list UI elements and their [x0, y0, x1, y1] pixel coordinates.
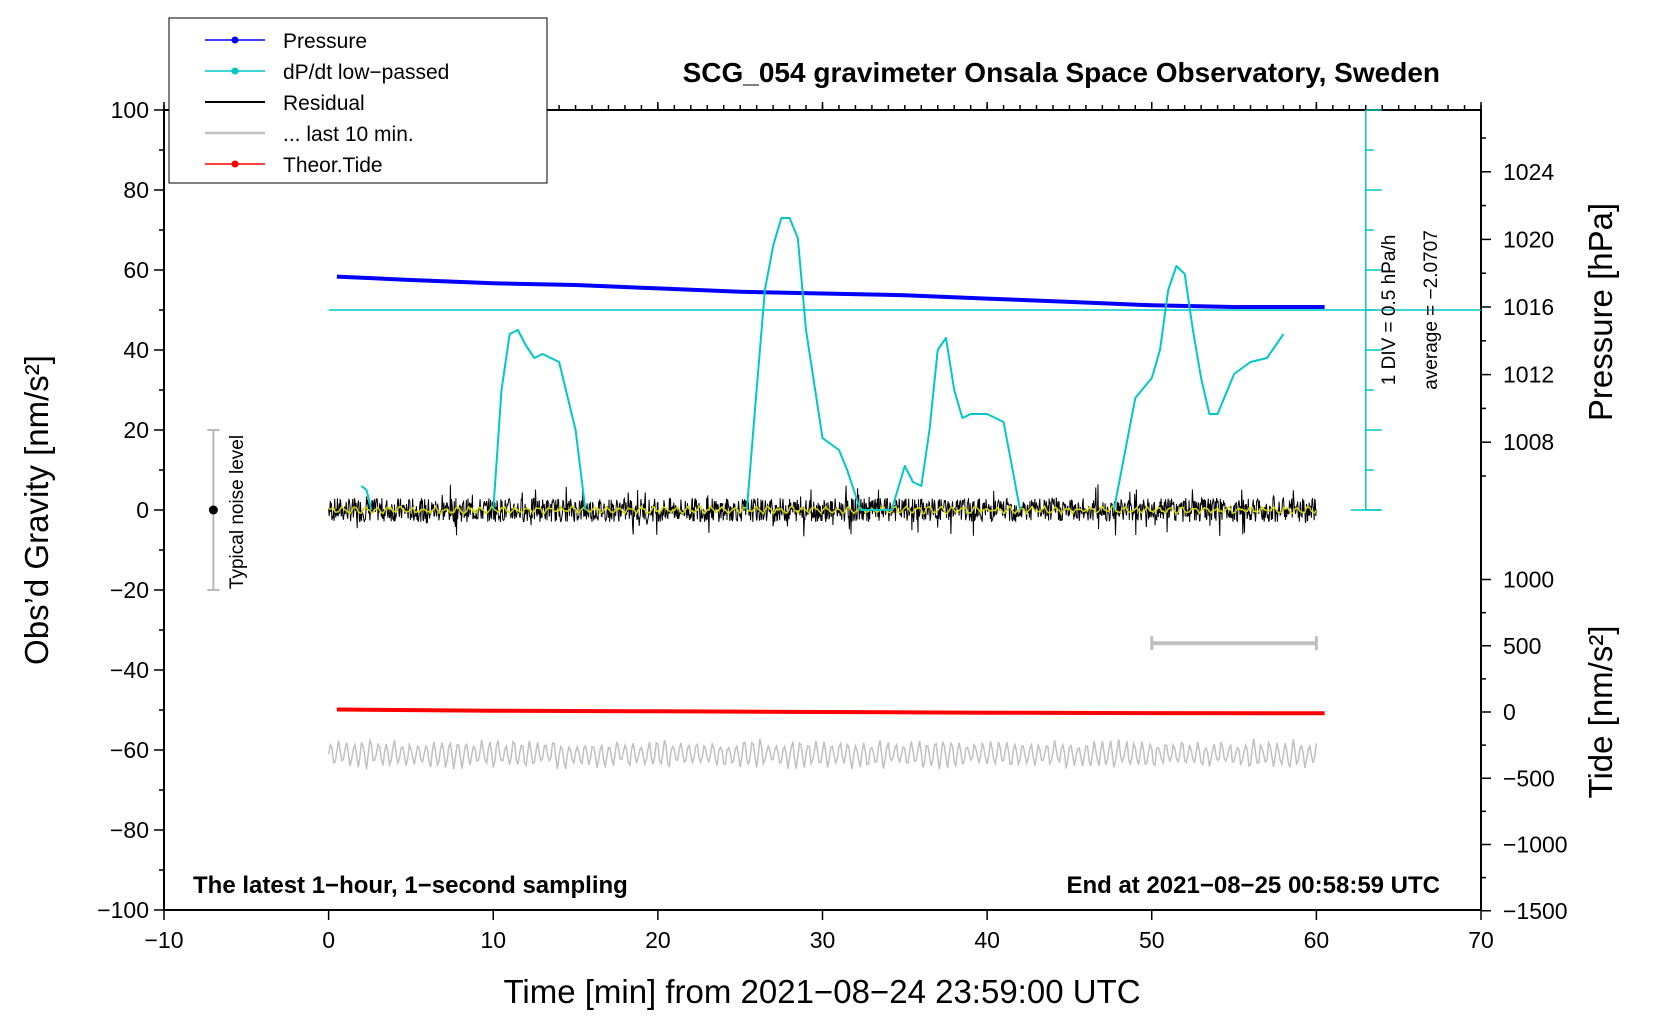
tide-line — [336, 707, 1325, 716]
legend-label: dP/dt low−passed — [283, 61, 449, 84]
y-tick-label: 20 — [123, 417, 149, 443]
pressure-tick-label: 1012 — [1503, 362, 1554, 388]
x-tick-label: 30 — [810, 927, 836, 953]
pressure-tick-label: 1024 — [1503, 159, 1554, 185]
pressure-line — [336, 274, 1325, 309]
x-axis-label: Time [min] from 2021−08−24 23:59:00 UTC — [503, 973, 1140, 1010]
end-time-note: End at 2021−08−25 00:58:59 UTC — [1066, 872, 1440, 899]
tide-axis-label: Tide [nm/s²] — [1582, 626, 1619, 799]
y-axis-label: Obs’d Gravity [nm/s²] — [18, 355, 55, 665]
dpdt-line — [492, 329, 587, 511]
axis-ticks: −10 0 10 20 30 40 50 60 70−100−80−60−40−20020406… — [97, 97, 1567, 953]
x-tick-label: 70 — [1468, 927, 1494, 953]
y-tick-label: 80 — [123, 177, 149, 203]
y-tick-label: −60 — [110, 737, 149, 763]
average-label: average = −2.0707 — [1421, 230, 1442, 390]
y-tick-label: 40 — [123, 337, 149, 363]
legend-label: Residual — [283, 92, 365, 115]
tide-tick-label: −1500 — [1503, 898, 1568, 924]
legend-label: Pressure — [283, 30, 367, 53]
y-tick-label: −40 — [110, 657, 149, 683]
y-tick-label: −80 — [110, 817, 149, 843]
pressure-axis-label: Pressure [hPa] — [1582, 203, 1619, 421]
legend-box — [168, 17, 548, 184]
pressure-tick-label: 1016 — [1503, 294, 1554, 320]
legend-label: ... last 10 min. — [283, 123, 414, 146]
legend: Pressure dP/dt low−passed Residual ... l… — [168, 17, 548, 184]
y-tick-label: 60 — [123, 257, 149, 283]
dpdt-line — [745, 217, 1022, 511]
legend-entry-pressure: Pressure — [205, 30, 367, 53]
legend-entry-last10: ... last 10 min. — [205, 123, 414, 146]
legend-entry-tide: Theor.Tide — [205, 154, 383, 177]
chart-title: SCG_054 gravimeter Onsala Space Observat… — [683, 57, 1440, 88]
y-tick-label: −20 — [110, 577, 149, 603]
y-tick-label: 0 — [136, 497, 149, 523]
sampling-note: The latest 1−hour, 1−second sampling — [193, 872, 628, 899]
legend-entry-dpdt: dP/dt low−passed — [205, 61, 449, 84]
noise-point — [208, 505, 218, 515]
noise-level-label: Typical noise level — [227, 435, 248, 589]
tide-tick-label: −1000 — [1503, 832, 1568, 858]
dpdt-line — [360, 485, 373, 511]
tide-tick-label: −500 — [1503, 765, 1555, 791]
div-scale-label: 1 DIV = 0.5 hPa/h — [1379, 235, 1400, 386]
last10-line — [327, 737, 1318, 770]
legend-label: Theor.Tide — [283, 154, 383, 177]
legend-entry-residual: Residual — [205, 92, 365, 115]
pressure-tick-label: 1008 — [1503, 429, 1554, 455]
x-tick-label: 0 — [322, 927, 335, 953]
x-tick-label: 50 — [1139, 927, 1165, 953]
x-tick-label: 20 — [645, 927, 671, 953]
dpdt-line — [1112, 265, 1285, 511]
tide-tick-label: 0 — [1503, 699, 1516, 725]
y-tick-label: −100 — [97, 897, 149, 923]
pressure-tick-label: 1020 — [1503, 226, 1554, 252]
y-tick-label: 100 — [111, 97, 149, 123]
x-tick-label: −10 — [144, 927, 183, 953]
series-layer — [207, 109, 1481, 770]
x-tick-label: 10 — [480, 927, 506, 953]
tide-tick-label: 500 — [1503, 633, 1541, 659]
x-tick-label: 60 — [1304, 927, 1330, 953]
tide-tick-label: 1000 — [1503, 567, 1554, 593]
x-tick-label: 40 — [974, 927, 1000, 953]
